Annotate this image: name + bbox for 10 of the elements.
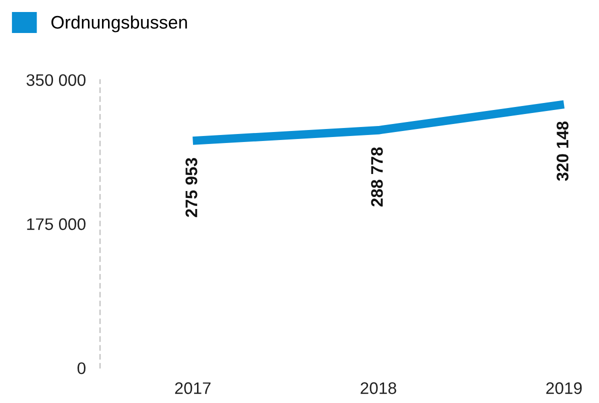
legend-label: Ordnungsbussen [51,15,187,32]
y-tick-label: 350 000 [26,74,86,86]
y-tick-label: 175 000 [27,218,86,230]
x-tick-label: 2017 [175,382,211,394]
data-label: 320 148 [556,122,568,181]
data-label: 275 953 [185,158,198,218]
data-label: 288 778 [371,147,383,207]
x-tick-label: 2018 [360,382,396,394]
y-tick-label: 0 [78,362,86,374]
x-tick-label: 2019 [546,382,582,394]
